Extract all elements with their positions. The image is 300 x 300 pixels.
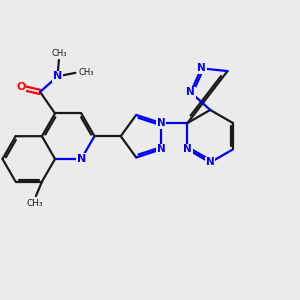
Text: CH₃: CH₃ bbox=[51, 50, 67, 58]
Text: N: N bbox=[77, 154, 86, 164]
Text: N: N bbox=[206, 158, 214, 167]
Text: N: N bbox=[183, 144, 192, 154]
Text: CH₃: CH₃ bbox=[26, 199, 43, 208]
Text: O: O bbox=[16, 82, 26, 92]
Text: N: N bbox=[157, 118, 166, 128]
Text: N: N bbox=[157, 144, 166, 154]
Text: N: N bbox=[53, 71, 62, 81]
Text: CH₃: CH₃ bbox=[78, 68, 94, 77]
Text: N: N bbox=[186, 87, 195, 97]
Text: N: N bbox=[197, 63, 206, 73]
